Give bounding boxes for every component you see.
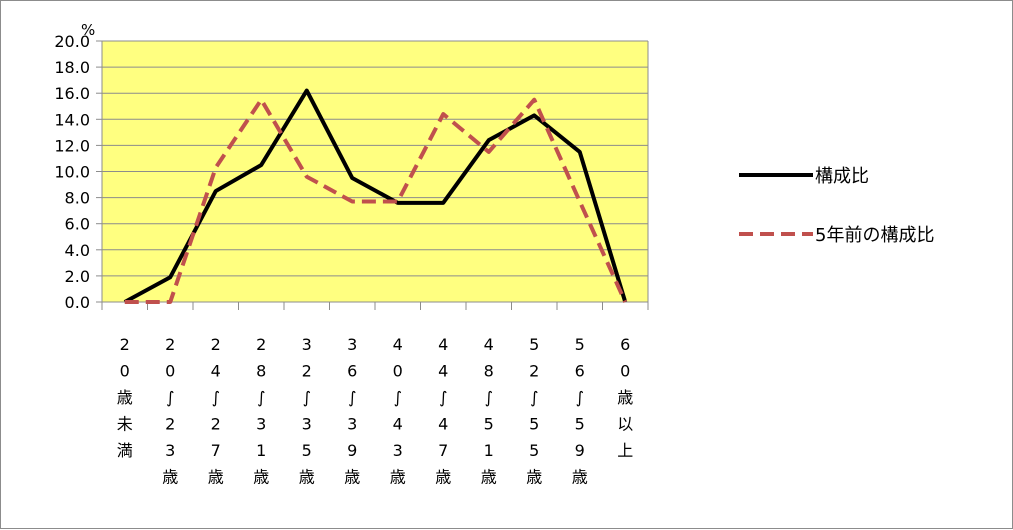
x-axis-category-labels: 2 0 歳未満 2 0 ∫ 2 3 歳 2 4 ∫ 2 7 歳 2 8 ∫ 3 1 歳 3 2 ∫ 3 5 歳 3 6 ∫ 3 9 歳 4 0 ∫ 4 3… <box>117 335 634 487</box>
x-category-label: 3 2 ∫ 3 5 歳 <box>299 335 315 487</box>
y-tick-label: 12.0 <box>54 136 90 155</box>
gridlines <box>96 40 648 303</box>
x-category-label: 5 6 ∫ 5 9 歳 <box>572 335 588 487</box>
series-line-5-years-ago <box>124 97 628 304</box>
x-category-label: 4 0 ∫ 4 3 歳 <box>390 335 406 487</box>
y-tick-label: 14.0 <box>54 110 90 129</box>
y-axis-tick-labels: 0.0 2.0 4.0 6.0 8.0 10.0 12.0 14.0 16.0 18.0 20.0 <box>54 32 90 312</box>
y-tick-label: 10.0 <box>54 163 90 182</box>
x-category-label: 2 0 ∫ 2 3 歳 <box>162 335 178 487</box>
x-category-label: 2 0 歳未満 <box>117 335 133 460</box>
y-tick-label: 16.0 <box>54 84 90 103</box>
x-category-label: 2 4 ∫ 2 7 歳 <box>208 335 224 487</box>
legend-label: 5年前の構成比 <box>815 225 934 246</box>
y-tick-label: 6.0 <box>65 215 90 234</box>
y-axis-unit-label: % <box>81 21 95 39</box>
y-tick-label: 18.0 <box>54 58 90 77</box>
y-tick-label: 8.0 <box>65 189 90 208</box>
y-tick-label: 0.0 <box>65 293 90 312</box>
x-category-label: 5 2 ∫ 5 5 歳 <box>526 335 542 487</box>
legend-label: 構成比 <box>815 166 869 187</box>
axes <box>101 41 649 310</box>
x-category-label: 2 8 ∫ 3 1 歳 <box>253 335 269 487</box>
x-category-label: 6 0 歳以上 <box>617 335 633 460</box>
data-series <box>123 88 628 304</box>
x-category-label: 3 6 ∫ 3 9 歳 <box>344 335 360 487</box>
x-category-label: 4 8 ∫ 5 1 歳 <box>481 335 497 487</box>
y-tick-label: 4.0 <box>65 241 90 260</box>
y-tick-label: 20.0 <box>54 32 90 51</box>
legend: 構成比 5年前の構成比 <box>739 166 934 246</box>
y-tick-label: 2.0 <box>65 267 90 286</box>
x-category-label: 4 4 ∫ 4 7 歳 <box>435 335 451 487</box>
